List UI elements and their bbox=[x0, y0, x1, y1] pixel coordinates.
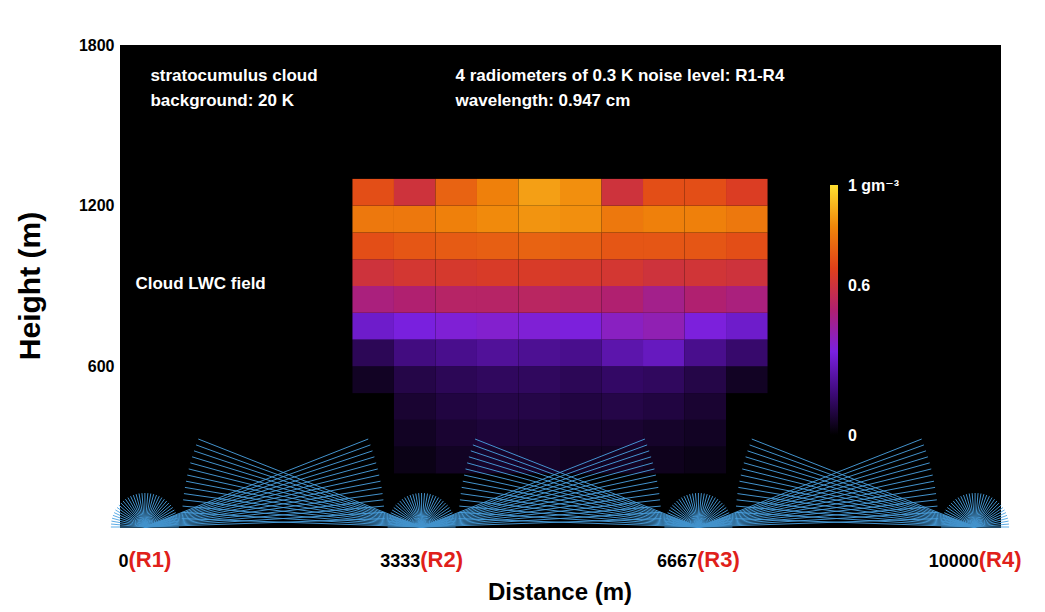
svg-text:Distance (m): Distance (m) bbox=[488, 578, 632, 605]
svg-text:600: 600 bbox=[88, 358, 115, 375]
svg-text:wavelength: 0.947 cm: wavelength: 0.947 cm bbox=[455, 91, 631, 110]
svg-text:0.6: 0.6 bbox=[848, 277, 870, 294]
svg-text:10000(R4): 10000(R4) bbox=[929, 547, 1022, 572]
svg-text:Cloud LWC field: Cloud LWC field bbox=[135, 274, 265, 293]
svg-text:0(R1): 0(R1) bbox=[119, 547, 172, 572]
svg-text:4 radiometers of 0.3 K noise l: 4 radiometers of 0.3 K noise level: R1-R… bbox=[456, 66, 785, 85]
svg-text:background: 20 K: background: 20 K bbox=[150, 91, 294, 110]
svg-text:Height (m): Height (m) bbox=[13, 212, 46, 360]
svg-text:1800: 1800 bbox=[79, 37, 115, 54]
svg-text:3333(R2): 3333(R2) bbox=[380, 547, 463, 572]
svg-text:1200: 1200 bbox=[79, 197, 115, 214]
svg-text:1 gm⁻³: 1 gm⁻³ bbox=[848, 177, 899, 194]
svg-text:stratocumulus cloud: stratocumulus cloud bbox=[150, 66, 317, 85]
svg-text:0: 0 bbox=[848, 427, 857, 444]
svg-text:6667(R3): 6667(R3) bbox=[657, 547, 740, 572]
